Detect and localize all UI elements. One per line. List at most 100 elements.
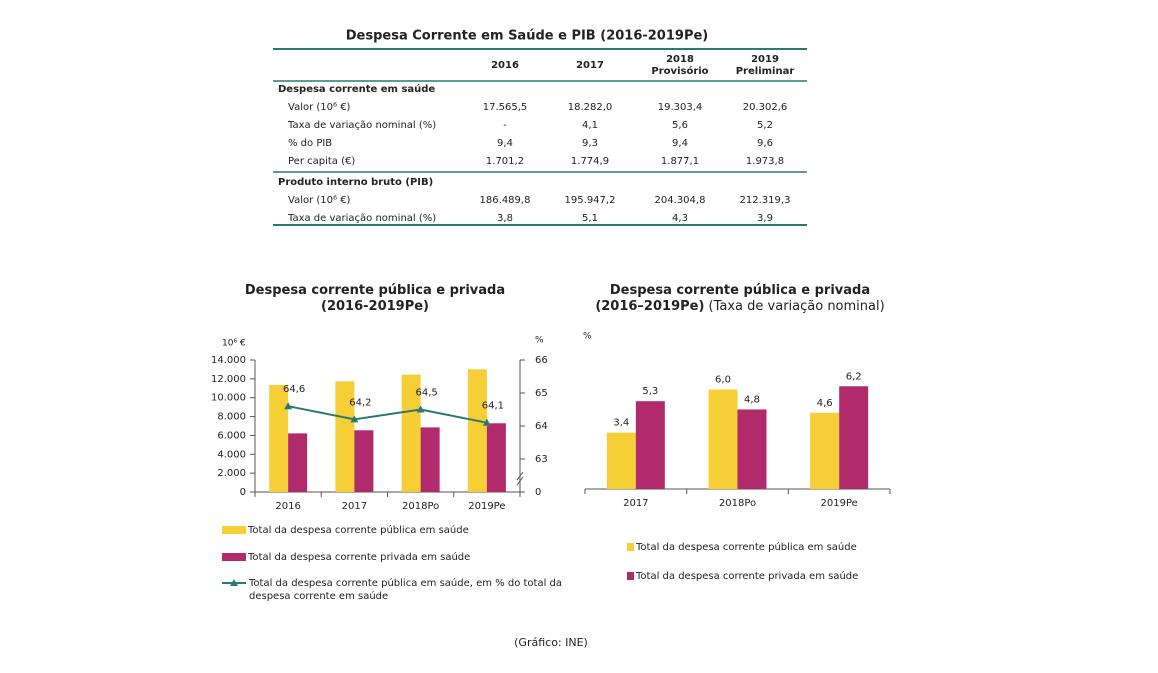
y-tick-label: 12.000	[211, 374, 246, 385]
data-label: 3,4	[613, 418, 629, 429]
table-cell: 20.302,6	[743, 102, 788, 113]
table-cell: 5,6	[672, 120, 688, 131]
table-cell: 195.947,2	[565, 195, 616, 206]
table-cell: 1.877,1	[661, 156, 699, 167]
table-cell: 19.303,4	[658, 102, 703, 113]
bar	[401, 374, 421, 492]
bar	[810, 412, 840, 489]
table-cell: 186.489,8	[480, 195, 531, 206]
row-label: Valor (10⁶ €)	[288, 195, 351, 206]
chart-subtitle: (Taxa de variação nominal)	[704, 299, 884, 314]
y-axis-unit: %	[583, 332, 592, 342]
legend-marker	[230, 579, 238, 586]
y2-tick-label: 63	[535, 454, 548, 465]
data-label: 5,3	[642, 386, 658, 397]
row-label: Valor (10⁶ €)	[288, 102, 351, 113]
y-tick-label: 8.000	[217, 412, 246, 423]
table-cell: 17.565,5	[483, 102, 528, 113]
data-label: 64,2	[349, 397, 371, 408]
legend-swatch	[222, 526, 246, 534]
x-tick-label: 2017	[342, 501, 367, 512]
column-header: 2017	[576, 60, 604, 71]
chart-title-line: (2016-2019Pe)	[321, 299, 429, 314]
column-header: 2019	[751, 54, 779, 65]
section-heading: Produto interno bruto (PIB)	[278, 177, 433, 188]
x-tick-label: 2016	[275, 501, 300, 512]
chart-title: Despesa corrente pública e privada	[245, 283, 505, 298]
table-cell: -	[503, 120, 507, 131]
bar	[486, 423, 506, 492]
table-cell: 9,6	[757, 138, 773, 149]
section-heading: Despesa corrente em saúde	[278, 83, 435, 95]
table-cell: 204.304,8	[655, 195, 706, 206]
y-tick-label: 4.000	[217, 449, 246, 460]
legend-swatch	[222, 553, 246, 561]
row-label: % do PIB	[288, 138, 332, 149]
line-marker	[284, 402, 293, 410]
bar	[467, 369, 487, 492]
line-marker	[416, 405, 425, 413]
line-marker	[350, 415, 359, 423]
table-cell: 1.701,2	[486, 156, 524, 167]
legend-label: Total da despesa corrente privada em saú…	[635, 570, 858, 582]
data-label: 6,0	[715, 375, 731, 386]
legend-line-2: despesa corrente em saúde	[249, 590, 388, 602]
line-marker	[482, 418, 491, 426]
chart-title-line: (2016–2019Pe)	[595, 299, 704, 314]
y2-tick-label: 0	[535, 487, 541, 498]
table-cell: 5,2	[757, 120, 773, 131]
table-cell: 18.282,0	[568, 102, 613, 113]
x-tick-label: 2019Pe	[468, 501, 505, 512]
table-title: Despesa Corrente em Saúde e PIB (2016-20…	[346, 29, 708, 44]
legend-label: Total da despesa corrente pública em saú…	[635, 541, 857, 553]
data-label: 64,6	[283, 384, 305, 395]
legend-label: Total da despesa corrente pública em saú…	[248, 577, 562, 602]
data-label: 64,1	[482, 401, 504, 412]
bar	[335, 381, 355, 492]
row-label: Taxa de variação nominal (%)	[287, 213, 436, 224]
row-label: Taxa de variação nominal (%)	[287, 120, 436, 131]
data-label: 4,6	[817, 398, 833, 409]
y-tick-label: 0	[240, 487, 246, 498]
data-label: 4,8	[744, 394, 760, 405]
legend-label: Total da despesa corrente pública em saú…	[247, 524, 469, 536]
chart-title: (2016-2019Pe)	[321, 299, 429, 314]
table-cell: 9,4	[497, 138, 513, 149]
y-tick-label: 2.000	[217, 468, 246, 479]
column-header: Preliminar	[736, 66, 795, 77]
bar	[606, 432, 636, 489]
y-axis-unit: 10⁶ €	[222, 339, 246, 349]
bar	[288, 433, 308, 492]
table-cell: 5,1	[582, 213, 598, 224]
y2-tick-label: 65	[535, 388, 548, 399]
x-tick-label: 2019Pe	[821, 498, 858, 509]
table-cell: 1.973,8	[746, 156, 784, 167]
data-label: 64,5	[415, 388, 437, 399]
bar	[354, 430, 374, 492]
column-header: 2016	[491, 60, 519, 71]
table-cell: 9,3	[582, 138, 598, 149]
legend-swatch	[627, 543, 634, 551]
table-cell: 1.774,9	[571, 156, 609, 167]
bar	[839, 386, 869, 489]
bar	[635, 401, 665, 489]
data-label: 6,2	[846, 371, 862, 382]
table-cell: 212.319,3	[740, 195, 791, 206]
y-tick-label: 14.000	[211, 355, 246, 366]
legend-label: Total da despesa corrente privada em saú…	[247, 551, 470, 563]
line	[287, 405, 488, 424]
x-tick-label: 2018Po	[402, 501, 439, 512]
legend-swatch	[627, 572, 634, 580]
table-cell: 4,1	[582, 120, 598, 131]
bar	[420, 427, 440, 492]
legend-line-1: Total da despesa corrente pública em saú…	[248, 577, 562, 589]
x-tick-label: 2017	[623, 498, 648, 509]
table-cell: 3,9	[757, 213, 773, 224]
table-cell: 4,3	[672, 213, 688, 224]
chart-title-line: Despesa corrente pública e privada	[610, 283, 870, 298]
bar	[708, 389, 738, 489]
column-header: 2018	[666, 54, 694, 65]
table-cell: 9,4	[672, 138, 688, 149]
x-tick-label: 2018Po	[719, 498, 756, 509]
